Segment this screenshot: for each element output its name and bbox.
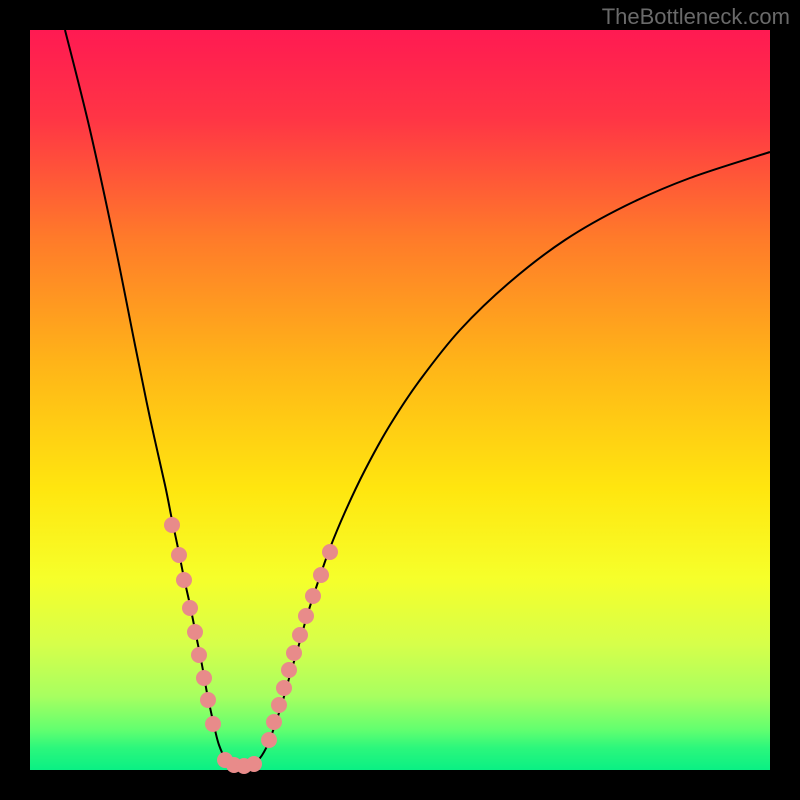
data-marker	[187, 624, 203, 640]
data-marker	[322, 544, 338, 560]
data-marker	[182, 600, 198, 616]
plot-background	[30, 30, 770, 770]
data-marker	[261, 732, 277, 748]
bottleneck-chart	[0, 0, 800, 800]
data-marker	[292, 627, 308, 643]
data-marker	[191, 647, 207, 663]
data-marker	[286, 645, 302, 661]
data-marker	[200, 692, 216, 708]
data-marker	[196, 670, 212, 686]
watermark-text: TheBottleneck.com	[602, 4, 790, 30]
data-marker	[313, 567, 329, 583]
data-marker	[171, 547, 187, 563]
data-marker	[271, 697, 287, 713]
data-marker	[246, 756, 262, 772]
data-marker	[276, 680, 292, 696]
data-marker	[298, 608, 314, 624]
data-marker	[164, 517, 180, 533]
data-marker	[176, 572, 192, 588]
data-marker	[205, 716, 221, 732]
data-marker	[266, 714, 282, 730]
data-marker	[305, 588, 321, 604]
data-marker	[281, 662, 297, 678]
